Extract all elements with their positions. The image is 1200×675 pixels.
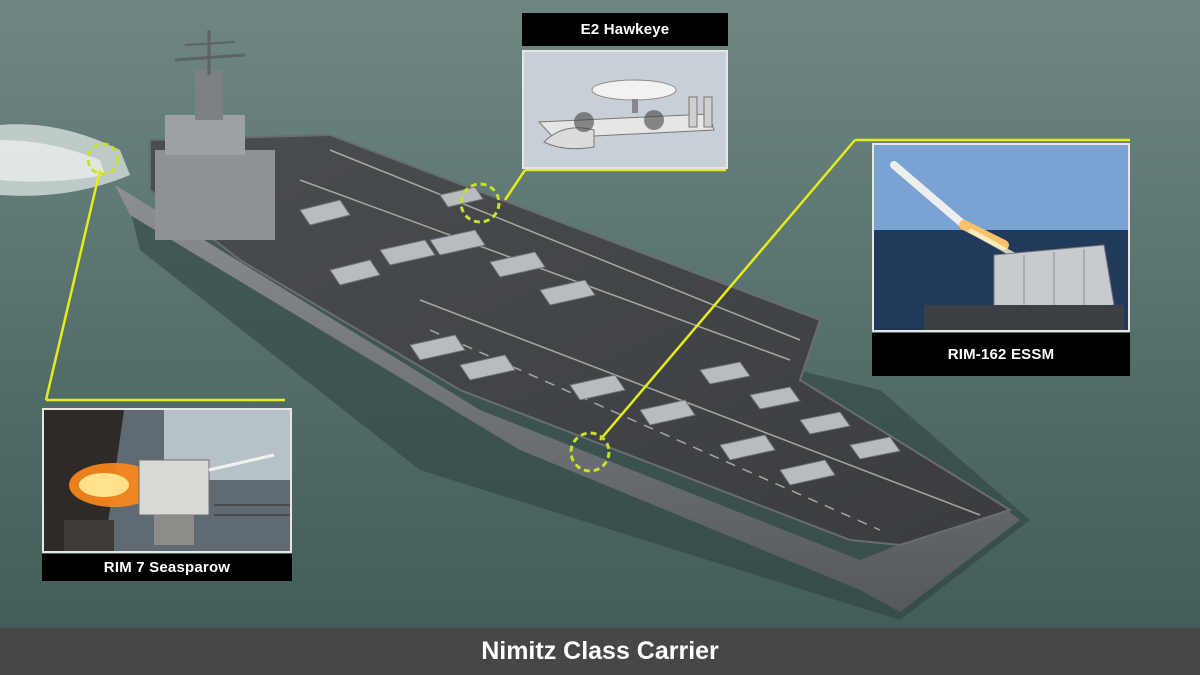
seasparrow-highlight (86, 142, 120, 176)
seasparrow-label: RIM 7 Seasparow (42, 554, 292, 581)
caption-title: Nimitz Class Carrier (481, 637, 719, 665)
seasparrow-thumbnail (42, 408, 292, 553)
e2-hawkeye-label-text: E2 Hawkeye (580, 21, 670, 38)
seasparrow-label-text: RIM 7 Seasparow (103, 559, 231, 576)
e2-hawkeye-thumbnail (522, 50, 728, 169)
e2-highlight (459, 182, 501, 224)
essm-label: RIM-162 ESSM (872, 333, 1130, 376)
island-superstructure (155, 30, 275, 240)
hull (115, 185, 1020, 612)
parked-aircraft (299, 186, 901, 486)
essm-label-text: RIM-162 ESSM (947, 346, 1055, 363)
essm-thumbnail (872, 143, 1130, 332)
essm-highlight (569, 431, 611, 473)
caption-bar: Nimitz Class Carrier (0, 628, 1200, 675)
e2-hawkeye-label: E2 Hawkeye (522, 13, 728, 46)
